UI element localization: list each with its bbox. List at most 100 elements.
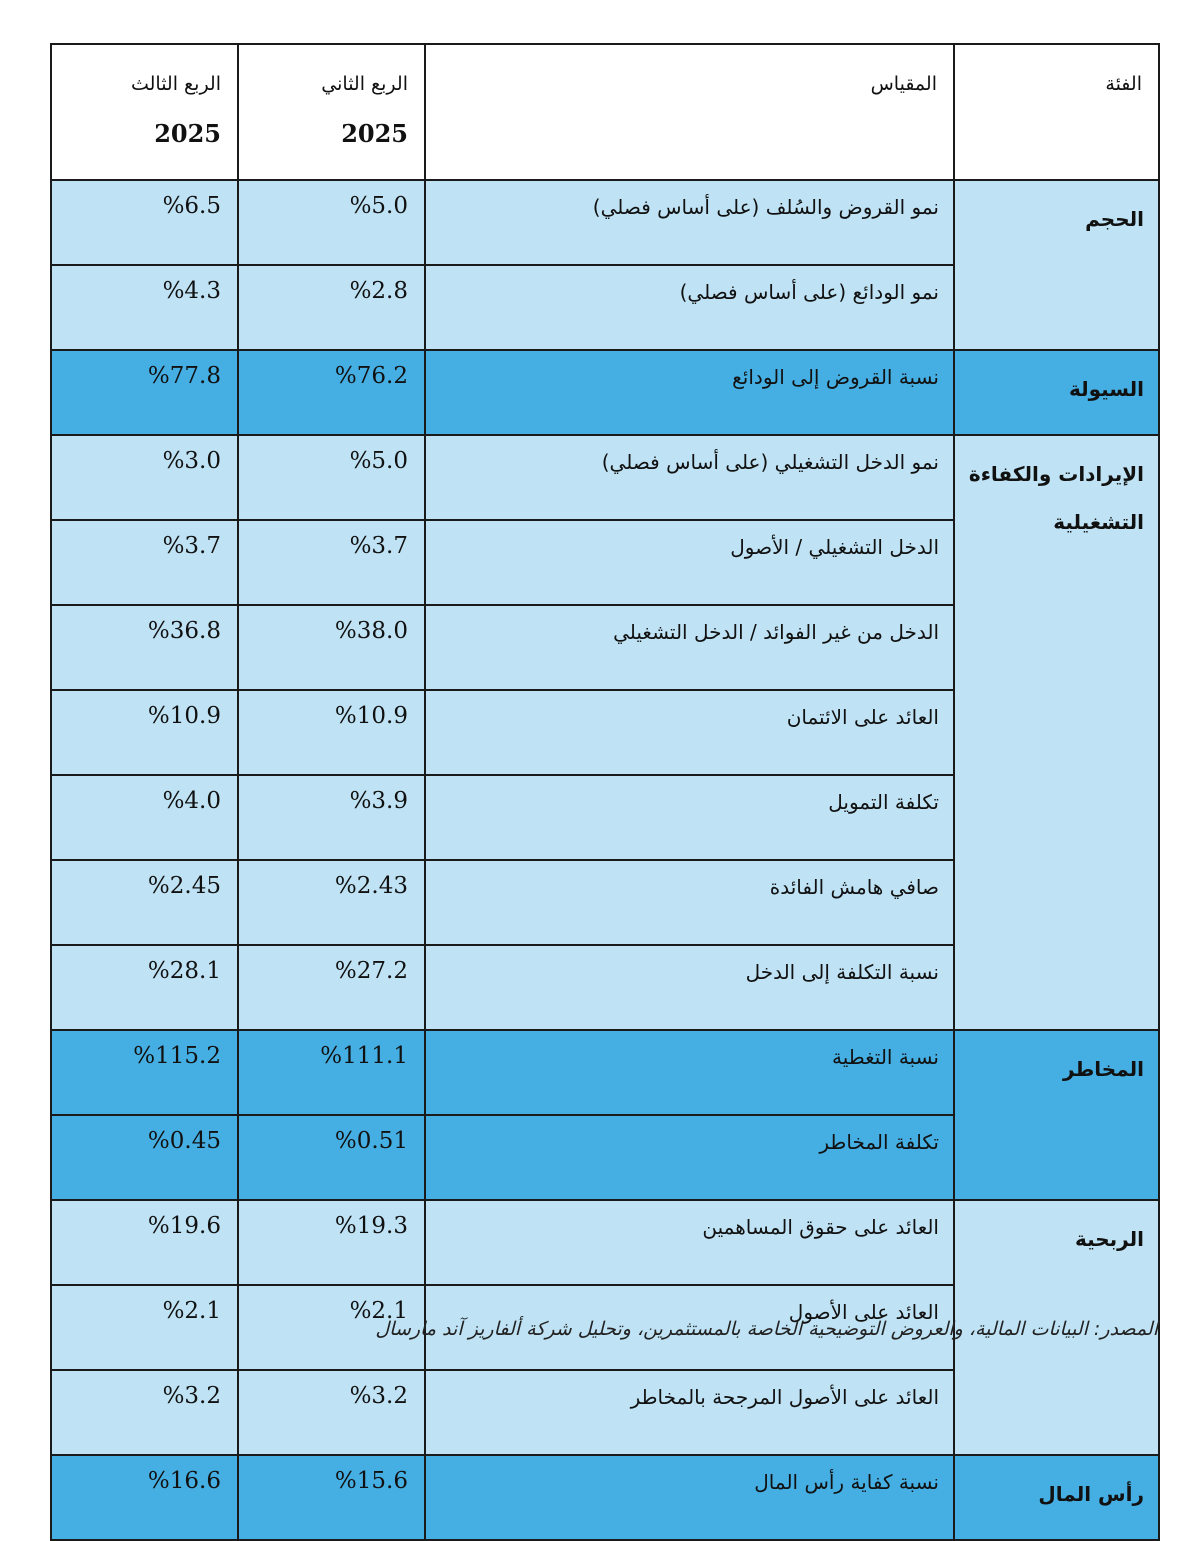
- q3-value: %2.1: [162, 1298, 221, 1324]
- q2-value-cell: %2.43: [237, 859, 426, 946]
- q2-value: %10.9: [334, 703, 408, 729]
- header-category: الفئة: [953, 43, 1160, 181]
- q2-value-cell: %3.9: [237, 774, 426, 861]
- q3-value-cell: %115.2: [50, 1029, 239, 1116]
- header-q2-year: 2025: [341, 119, 408, 148]
- q3-value: %115.2: [133, 1043, 221, 1069]
- table-row: نمو الودائع (على أساس فصلي) %2.8 %4.3: [50, 264, 1159, 351]
- financial-metrics-table: الفئة المقياس الربع الثاني 2025 الربع ال…: [50, 43, 1160, 1541]
- q3-value: %19.6: [147, 1213, 221, 1239]
- q2-value: %5.0: [349, 193, 408, 219]
- metric-cell: نمو الدخل التشغيلي (على أساس فصلي): [424, 434, 955, 521]
- q3-value: %3.0: [162, 448, 221, 474]
- header-q2-label: الربع الثاني: [321, 73, 408, 95]
- q2-value: %15.6: [334, 1468, 408, 1494]
- q2-value-cell: %3.2: [237, 1369, 426, 1456]
- q3-value: %28.1: [147, 958, 221, 984]
- category-cell: الحجم: [953, 179, 1160, 351]
- table-row: العائد على الائتمان %10.9 %10.9: [50, 689, 1159, 776]
- metric-cell: نسبة كفاية رأس المال: [424, 1454, 955, 1541]
- q2-value: %2.1: [349, 1298, 408, 1324]
- metric-cell: العائد على الأصول: [424, 1284, 955, 1371]
- q3-value: %3.2: [162, 1383, 221, 1409]
- table-body: الحجم نمو القروض والسُلف (على أساس فصلي)%…: [50, 179, 1160, 1541]
- q3-value-cell: %6.5: [50, 179, 239, 266]
- header-metric: المقياس: [424, 43, 955, 181]
- q2-value-cell: %19.3: [237, 1199, 426, 1286]
- q2-value-cell: %2.8: [237, 264, 426, 351]
- q2-value-cell: %5.0: [237, 434, 426, 521]
- metric-cell: نسبة التكلفة إلى الدخل: [424, 944, 955, 1031]
- q3-value-cell: %77.8: [50, 349, 239, 436]
- source-note: المصدر: البيانات المالية، والعروض التوضي…: [375, 1318, 1158, 1340]
- q2-value-cell: %3.7: [237, 519, 426, 606]
- q2-value: %3.7: [349, 533, 408, 559]
- metric-cell: نمو القروض والسُلف (على أساس فصلي): [424, 179, 955, 266]
- category-cell: السيولة: [953, 349, 1160, 436]
- q2-value: %3.9: [349, 788, 408, 814]
- header-q2: الربع الثاني 2025: [237, 43, 426, 181]
- q2-value-cell: %38.0: [237, 604, 426, 691]
- table-row: صافي هامش الفائدة %2.43 %2.45: [50, 859, 1159, 946]
- q3-value: %3.7: [162, 533, 221, 559]
- metric-cell: الدخل من غير الفوائد / الدخل التشغيلي: [424, 604, 955, 691]
- q3-value-cell: %3.2: [50, 1369, 239, 1456]
- q3-value: %6.5: [162, 193, 221, 219]
- q2-value-cell: %10.9: [237, 689, 426, 776]
- q2-value-cell: %27.2: [237, 944, 426, 1031]
- q3-value-cell: %4.3: [50, 264, 239, 351]
- q3-value-cell: %2.1: [50, 1284, 239, 1371]
- q3-value-cell: %16.6: [50, 1454, 239, 1541]
- table-row: نسبة التكلفة إلى الدخل %27.2 %28.1: [50, 944, 1159, 1031]
- q2-value: %5.0: [349, 448, 408, 474]
- table-row: الحجم نمو القروض والسُلف (على أساس فصلي)%…: [50, 179, 1160, 351]
- header-q3-year: 2025: [154, 119, 221, 148]
- header-q3-label: الربع الثالث: [130, 73, 221, 95]
- metric-cell: تكلفة التمويل: [424, 774, 955, 861]
- q2-value: %38.0: [334, 618, 408, 644]
- q2-value-cell: %0.51: [237, 1114, 426, 1201]
- category-cell: المخاطر: [953, 1029, 1160, 1201]
- category-cell: الإيرادات والكفاءة التشغيلية: [953, 434, 1160, 1031]
- q3-value-cell: %3.7: [50, 519, 239, 606]
- q3-value: %0.45: [147, 1128, 221, 1154]
- table-row: الدخل التشغيلي / الأصول %3.7 %3.7: [50, 519, 1159, 606]
- q2-value: %3.2: [349, 1383, 408, 1409]
- q3-value: %36.8: [147, 618, 221, 644]
- q2-value: %76.2: [334, 363, 408, 389]
- header-row: الفئة المقياس الربع الثاني 2025 الربع ال…: [50, 43, 1160, 181]
- table-row: العائد على الأصول %2.1 %2.1: [50, 1284, 1159, 1371]
- q3-value: %4.3: [162, 278, 221, 304]
- metric-cell: العائد على الأصول المرجحة بالمخاطر: [424, 1369, 955, 1456]
- q2-value: %111.1: [320, 1043, 408, 1069]
- table-row: المخاطر نسبة التغطية %111.1 %115.2: [50, 1029, 1160, 1201]
- q3-value-cell: %19.6: [50, 1199, 239, 1286]
- table-row: تكلفة التمويل %3.9 %4.0: [50, 774, 1159, 861]
- q3-value: %4.0: [162, 788, 221, 814]
- q3-value-cell: %4.0: [50, 774, 239, 861]
- metric-cell: الدخل التشغيلي / الأصول: [424, 519, 955, 606]
- table-row: تكلفة المخاطر %0.51 %0.45: [50, 1114, 1159, 1201]
- table-row: الدخل من غير الفوائد / الدخل التشغيلي %38…: [50, 604, 1159, 691]
- metric-cell: العائد على الائتمان: [424, 689, 955, 776]
- q2-value-cell: %76.2: [237, 349, 426, 436]
- q3-value-cell: %0.45: [50, 1114, 239, 1201]
- q3-value-cell: %28.1: [50, 944, 239, 1031]
- metric-cell: صافي هامش الفائدة: [424, 859, 955, 946]
- q2-value-cell: %111.1: [237, 1029, 426, 1116]
- q3-value-cell: %3.0: [50, 434, 239, 521]
- header-q3: الربع الثالث 2025: [50, 43, 239, 181]
- q3-value-cell: %2.45: [50, 859, 239, 946]
- q2-value: %2.8: [349, 278, 408, 304]
- q3-value: %77.8: [147, 363, 221, 389]
- q2-value: %27.2: [334, 958, 408, 984]
- table-row: السيولة نسبة القروض إلى الودائع %76.2 %77.8: [50, 349, 1160, 436]
- metric-cell: نمو الودائع (على أساس فصلي): [424, 264, 955, 351]
- q2-value: %0.51: [334, 1128, 408, 1154]
- q2-value: %2.43: [334, 873, 408, 899]
- metric-cell: العائد على حقوق المساهمين: [424, 1199, 955, 1286]
- table-row: رأس المال نسبة كفاية رأس المال %15.6 %16.6: [50, 1454, 1160, 1541]
- q2-value-cell: %2.1: [237, 1284, 426, 1371]
- q3-value: %2.45: [147, 873, 221, 899]
- category-cell: رأس المال: [953, 1454, 1160, 1541]
